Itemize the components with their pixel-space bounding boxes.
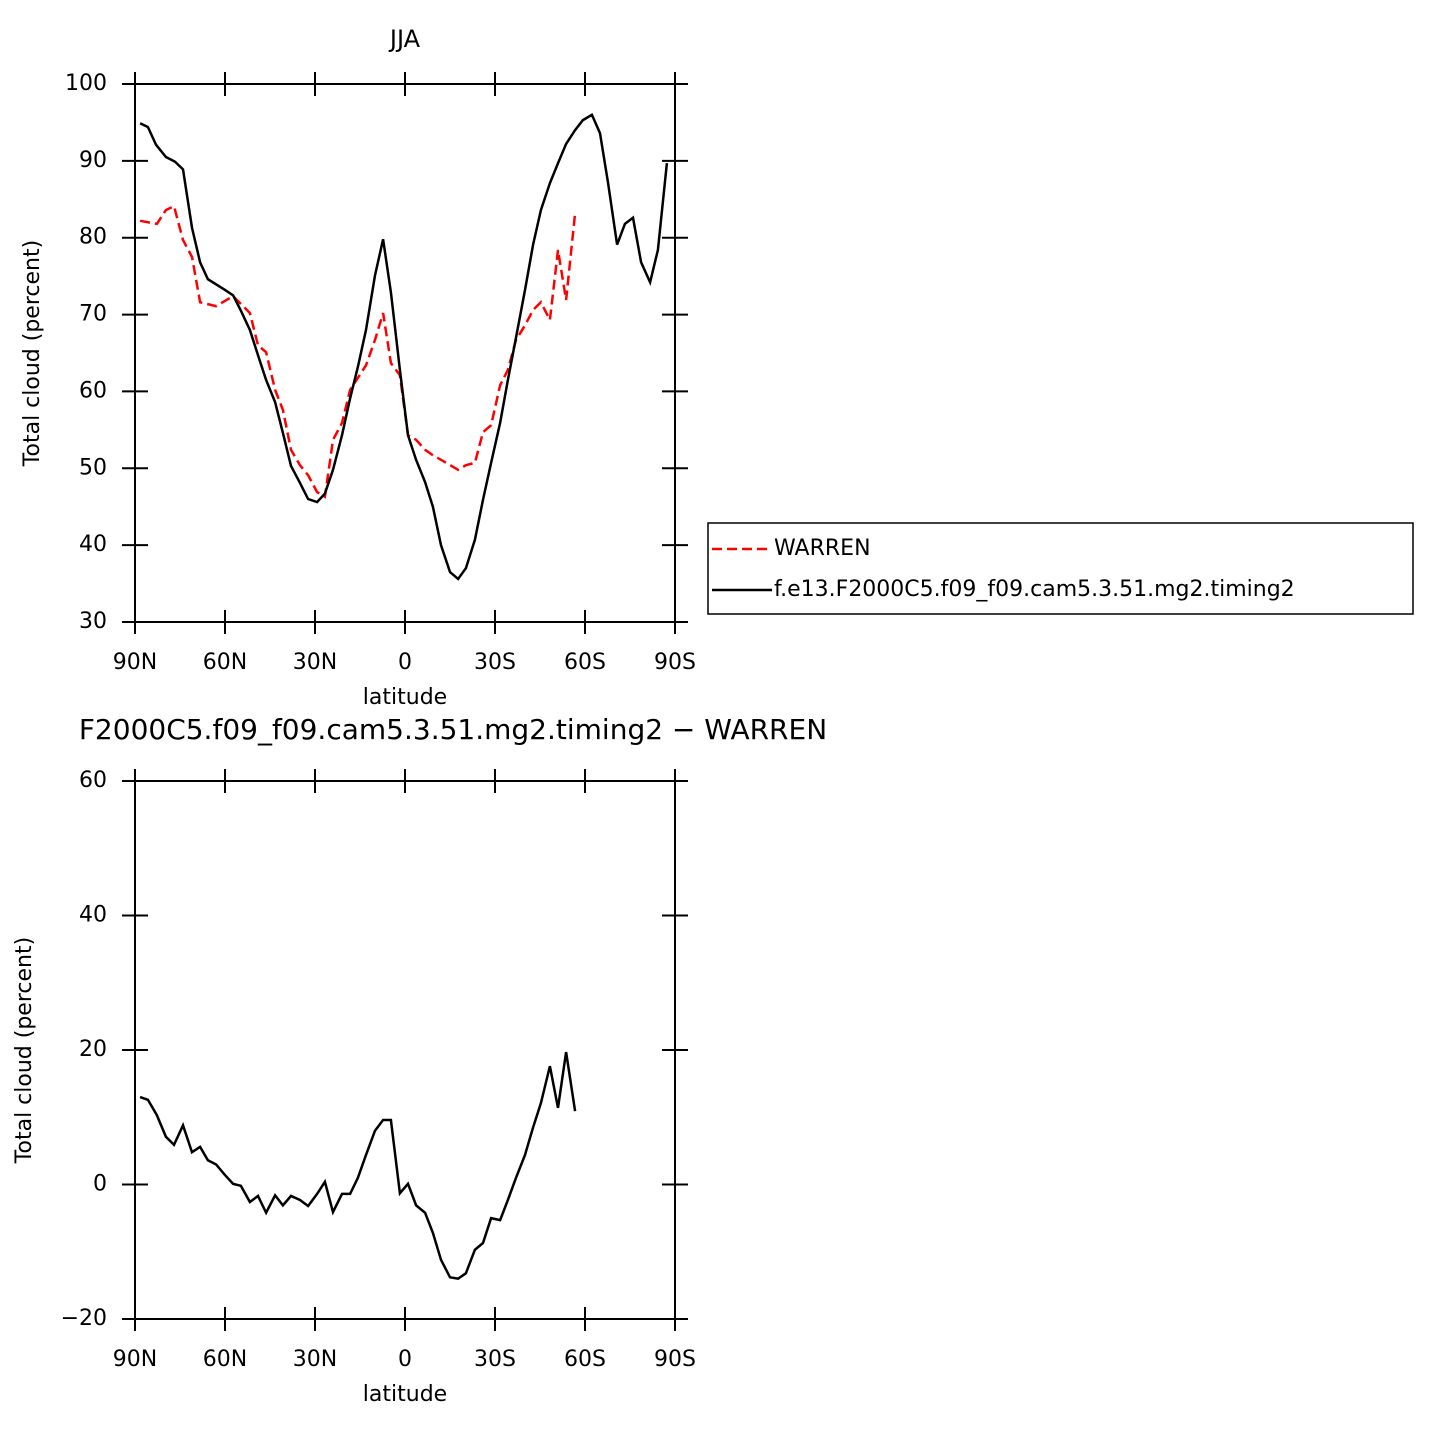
y-tick-label: 70 xyxy=(79,302,107,327)
y-tick-label: 90 xyxy=(79,148,107,173)
x-tick-label: 60S xyxy=(564,1347,606,1372)
x-tick-label: 60N xyxy=(203,650,247,675)
data-line xyxy=(139,204,577,499)
data-line xyxy=(139,112,669,581)
y-tick-label: 60 xyxy=(79,768,107,793)
legend-label: WARREN xyxy=(774,536,871,561)
x-axis-label: latitude xyxy=(363,1382,447,1407)
x-tick-label: 90N xyxy=(113,1347,157,1372)
x-tick-label: 30S xyxy=(474,1347,516,1372)
plot-frame xyxy=(134,83,676,623)
chart-title: F2000C5.f09_f09.cam5.3.51.mg2.timing2 − … xyxy=(79,713,827,746)
x-tick-label: 60S xyxy=(564,650,606,675)
y-tick-label: −20 xyxy=(61,1306,107,1331)
plot-frame xyxy=(134,780,676,1320)
x-tick-label: 30N xyxy=(293,1347,337,1372)
y-tick-label: 100 xyxy=(65,71,107,96)
x-tick-label: 30N xyxy=(293,650,337,675)
legend-frame xyxy=(707,522,1414,615)
y-tick-label: 50 xyxy=(79,455,107,480)
x-tick-label: 60N xyxy=(203,1347,247,1372)
x-tick-label: 0 xyxy=(398,1347,412,1372)
x-tick-label: 90S xyxy=(654,650,696,675)
y-tick-label: 0 xyxy=(93,1172,107,1197)
chart-title: JJA xyxy=(388,25,421,53)
x-tick-label: 90N xyxy=(113,650,157,675)
y-tick-label: 40 xyxy=(79,903,107,928)
y-axis-label: Total cloud (percent) xyxy=(20,240,45,467)
y-tick-label: 60 xyxy=(79,378,107,403)
legend-label: f.e13.F2000C5.f09_f09.cam5.3.51.mg2.timi… xyxy=(774,577,1295,602)
x-tick-label: 0 xyxy=(398,650,412,675)
y-tick-label: 80 xyxy=(79,225,107,250)
x-axis-label: latitude xyxy=(363,685,447,710)
y-tick-label: 20 xyxy=(79,1037,107,1062)
x-tick-label: 30S xyxy=(474,650,516,675)
y-tick-label: 30 xyxy=(79,609,107,634)
data-line xyxy=(139,1051,577,1280)
x-tick-label: 90S xyxy=(654,1347,696,1372)
y-axis-label: Total cloud (percent) xyxy=(12,937,37,1164)
y-tick-label: 40 xyxy=(79,532,107,557)
